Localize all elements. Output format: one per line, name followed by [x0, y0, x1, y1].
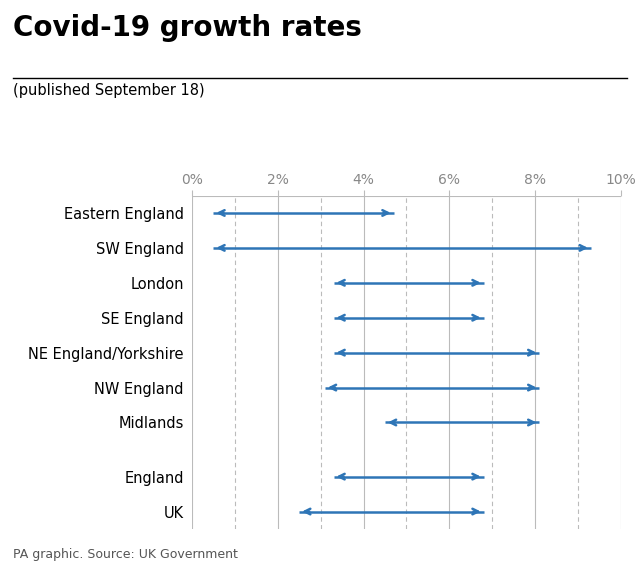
Text: PA graphic. Source: UK Government: PA graphic. Source: UK Government	[13, 547, 237, 561]
Text: (published September 18): (published September 18)	[13, 83, 204, 98]
Text: Covid-19 growth rates: Covid-19 growth rates	[13, 14, 362, 43]
